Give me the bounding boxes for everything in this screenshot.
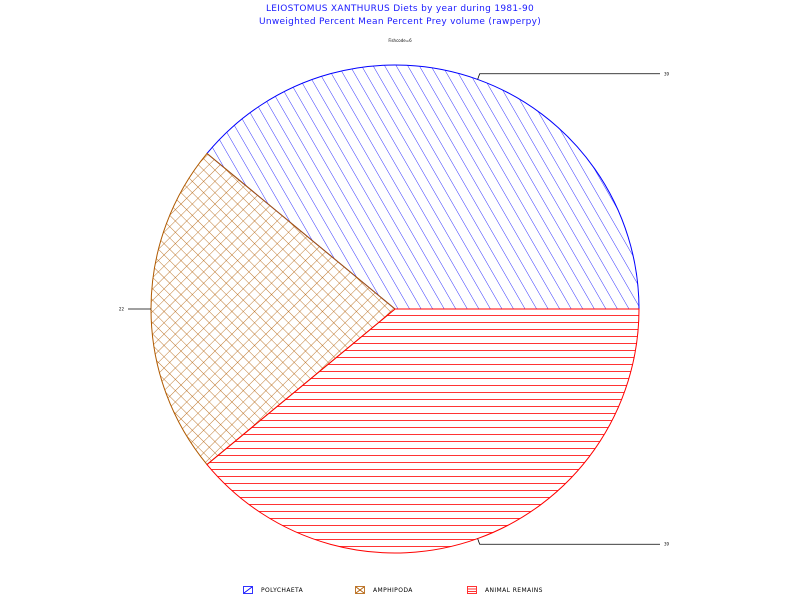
pie-slice-animal-remains [206,308,640,554]
legend-swatch [467,586,477,594]
legend-item-amphipoda: AMPHIPODA [355,586,413,594]
legend-item-animal-remains: ANIMAL REMAINS [467,586,543,594]
leader-line [477,73,660,80]
legend-label: POLYCHAETA [261,586,304,594]
leader-line [477,538,660,545]
pie-slice-polychaeta [206,64,640,310]
chart-title: LEIOSTOMUS XANTHURUS Diets by year durin… [265,4,535,14]
legend-swatch [355,586,365,594]
slice-value-label: 39 [664,71,670,76]
pie-slices [150,64,640,554]
chart-subtitle: Unweighted Percent Mean Percent Prey vol… [258,17,542,27]
pie-slice-amphipoda [150,152,396,466]
legend-swatch [243,586,253,594]
legend: POLYCHAETA AMPHIPODA ANIMAL REMAINS [0,586,800,598]
slice-value-label: 39 [664,542,670,547]
legend-label: AMPHIPODA [373,586,413,594]
legend-label: ANIMAL REMAINS [485,586,543,594]
slice-value-label: 22 [119,307,125,312]
group-label: Fishcode=6 [388,38,412,43]
slice-labels: 39 22 39 [119,71,670,546]
legend-item-polychaeta: POLYCHAETA [243,586,303,594]
